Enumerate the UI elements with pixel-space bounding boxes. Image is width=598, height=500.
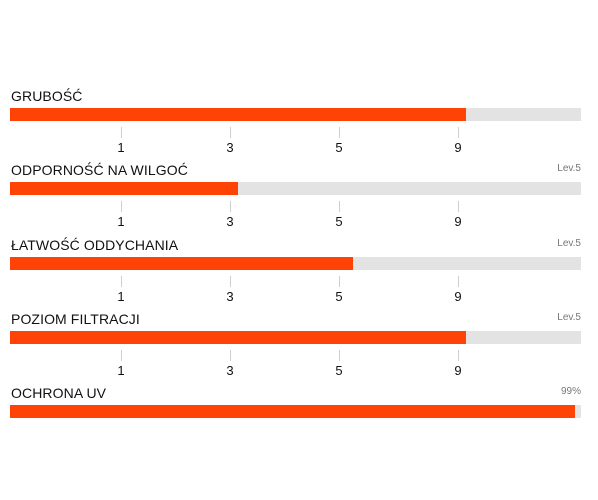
scale-tick: 9 [448,350,468,379]
rating-fill [10,182,239,195]
scale-tick: 1 [111,350,131,379]
rating-label: ODPORNOŚĆ NA WILGOĆ [11,162,188,178]
rating-fill [10,331,466,344]
tick-mark [120,201,122,212]
rating-level: Lev.5 [557,312,581,323]
scale-tick: 9 [448,276,468,305]
scale-tick: 1 [111,201,131,230]
rating-label: ŁATWOŚĆ ODDYCHANIA [11,237,179,253]
rating-fill [10,405,576,418]
rating-level: Lev.5 [557,163,581,174]
tick-mark [457,127,459,138]
tick-label: 1 [117,140,125,155]
scale-tick: 5 [329,127,349,156]
tick-label: 3 [226,289,234,304]
tick-mark [229,276,231,287]
rating-scale: 1 3 5 9 [10,276,581,308]
tick-label: 3 [226,214,234,229]
tick-mark [457,276,459,287]
rating-fill [10,257,353,270]
rating-label: POZIOM FILTRACJI [11,311,140,327]
scale-tick: 3 [220,276,240,305]
tick-mark [457,350,459,361]
rating-scale: 1 3 5 9 [10,350,581,382]
tick-mark [457,201,459,212]
rating-label: GRUBOŚĆ [11,88,83,104]
scale-tick: 1 [111,276,131,305]
rating-label: OCHRONA UV [11,385,107,401]
tick-label: 5 [335,289,343,304]
rating-track [10,257,581,270]
rating-track [10,108,581,121]
tick-mark [338,276,340,287]
scale-tick: 5 [329,201,349,230]
scale-tick: 5 [329,350,349,379]
scale-tick: 1 [111,127,131,156]
tick-label: 9 [454,214,462,229]
tick-label: 3 [226,363,234,378]
rating-scale: 1 3 5 9 [10,127,581,159]
scale-tick: 3 [220,350,240,379]
tick-label: 3 [226,140,234,155]
tick-label: 5 [335,140,343,155]
tick-label: 9 [454,140,462,155]
tick-label: 1 [117,363,125,378]
scale-tick: 3 [220,201,240,230]
scale-tick: 3 [220,127,240,156]
tick-mark [229,201,231,212]
rating-fill [10,108,466,121]
scale-tick: 5 [329,276,349,305]
rating-scale: 1 3 5 9 [10,201,581,233]
tick-mark [338,201,340,212]
rating-level: Lev.5 [557,238,581,249]
tick-mark [120,350,122,361]
tick-mark [229,127,231,138]
tick-label: 1 [117,289,125,304]
scale-tick: 9 [448,201,468,230]
tick-mark [338,350,340,361]
rating-track [10,331,581,344]
tick-label: 9 [454,289,462,304]
rating-track [10,182,581,195]
rating-level: 99% [560,386,581,397]
tick-mark [229,350,231,361]
rating-track [10,405,581,418]
tick-label: 9 [454,363,462,378]
tick-label: 5 [335,214,343,229]
scale-tick: 9 [448,127,468,156]
tick-label: 5 [335,363,343,378]
tick-label: 1 [117,214,125,229]
tick-mark [120,276,122,287]
tick-mark [338,127,340,138]
tick-mark [120,127,122,138]
